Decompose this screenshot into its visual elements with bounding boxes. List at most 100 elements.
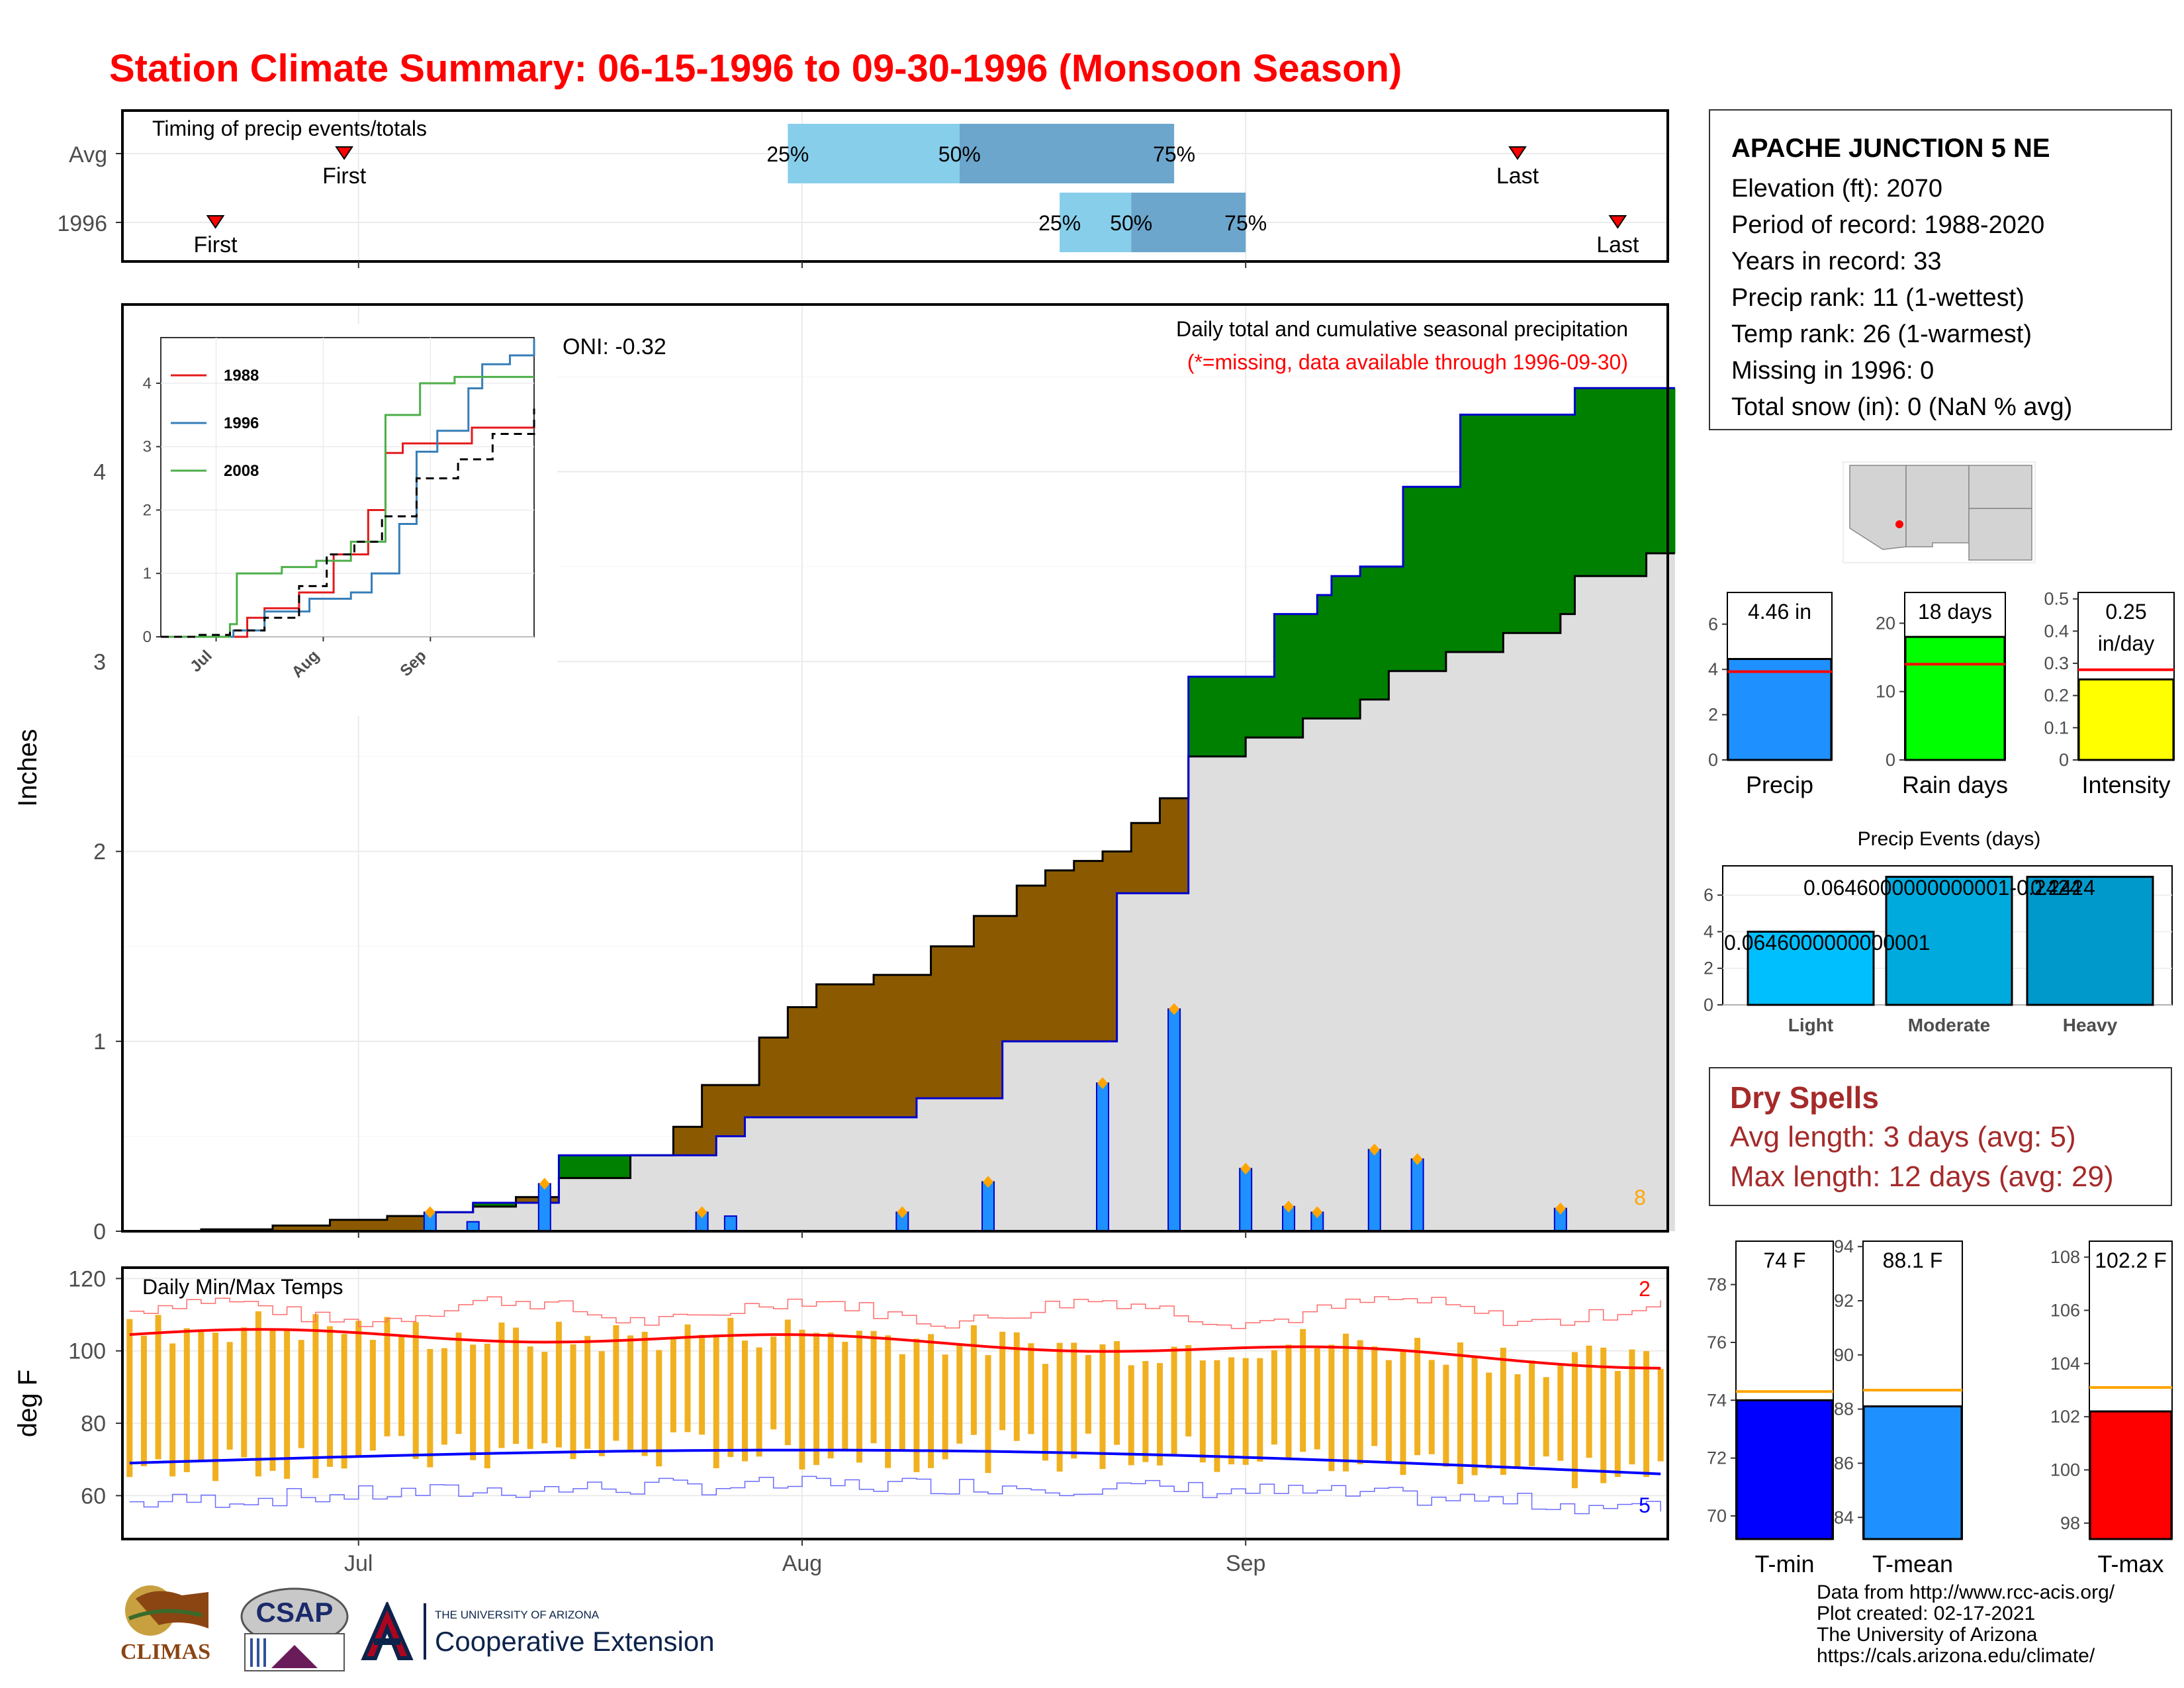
temp-y-tick-label: 120 <box>68 1266 106 1291</box>
precip-y-tick-label: 0 <box>93 1219 106 1244</box>
precip-surplus-band <box>1274 614 1289 738</box>
events-bar <box>2026 876 2154 1006</box>
precip-y-axis-label: Inches <box>13 729 42 807</box>
temp-daily-range-bar <box>1099 1344 1106 1470</box>
temp-daily-range-bar <box>1300 1329 1306 1452</box>
temp-daily-range-bar <box>713 1335 719 1469</box>
temp-daily-range-bar <box>1128 1365 1134 1466</box>
temp-daily-range-bar <box>1414 1337 1421 1456</box>
precip-deficit-band <box>988 915 1003 1099</box>
precip-deficit-band <box>959 946 975 1099</box>
inset-legend-label: 2008 <box>224 462 259 480</box>
precip-deficit-band <box>1030 885 1046 1042</box>
precip-y-tick-label: 4 <box>93 459 106 485</box>
precip-surplus-band <box>1475 414 1490 652</box>
summary-bar-value-label: 74 F <box>1763 1248 1805 1272</box>
temp-daily-range-bar <box>1629 1349 1635 1465</box>
precip-deficit-band <box>301 1225 316 1231</box>
precip-annotation-missing: (*=missing, data available through 1996-… <box>1187 350 1628 374</box>
summary-bar-value-label: 4.46 in <box>1748 600 1811 624</box>
summary-y-tick-label: 84 <box>1834 1507 1854 1527</box>
precip-deficit-band <box>902 974 917 1117</box>
precip-daily-bar <box>1410 1158 1424 1233</box>
temp-daily-range-bar <box>928 1334 934 1468</box>
summary-y-tick-label: 104 <box>2050 1354 2080 1374</box>
timing-q75-label: 75% <box>1224 211 1267 235</box>
inset-y-tick-label: 3 <box>143 438 152 456</box>
precip-surplus-band <box>1631 388 1647 577</box>
locator-map-arizona <box>1849 465 1907 550</box>
events-y-tick-label: 0 <box>1704 995 1713 1015</box>
dry-spells-max: Max length: 12 days (avg: 29) <box>1730 1160 2114 1193</box>
precip-surplus-band <box>1603 388 1618 577</box>
temp-daily-range-bar <box>341 1334 347 1469</box>
precip-surplus-band <box>1188 677 1203 757</box>
summary-bar-value-label: 102.2 F <box>2095 1248 2167 1272</box>
summary-y-tick-label: 0.4 <box>2044 621 2069 641</box>
precip-surplus-band <box>1517 414 1533 633</box>
events-y-tick-label: 6 <box>1704 885 1713 905</box>
temp-y-tick-label: 100 <box>68 1339 106 1364</box>
temp-daily-range-bar <box>1529 1360 1535 1466</box>
events-light-label: 0.0646000000000001 <box>1724 931 1930 955</box>
precip-daily-bar <box>1367 1149 1381 1233</box>
precip-deficit-band <box>358 1219 373 1231</box>
precip-daily-bar <box>981 1181 995 1232</box>
temp-daily-range-bar <box>226 1342 233 1450</box>
precip-deficit-band <box>1116 851 1132 894</box>
ua-logo: THE UNIVERSITY OF ARIZONA Cooperative Ex… <box>361 1602 745 1668</box>
precip-surplus-band <box>1388 566 1404 671</box>
precip-y-tick-label: 3 <box>93 649 106 675</box>
temp-daily-range-bar <box>1443 1364 1449 1467</box>
summary-y-tick-label: 98 <box>2060 1513 2080 1533</box>
temp-x-tick-label: Sep <box>1226 1551 1266 1576</box>
summary-y-tick-label: 0.1 <box>2044 718 2069 737</box>
temp-daily-range-bar <box>527 1346 533 1449</box>
precip-surplus-band <box>473 1202 488 1207</box>
summary-y-tick-label: 0 <box>2059 750 2069 770</box>
precip-surplus-band <box>1531 414 1547 633</box>
precip-deficit-band <box>1174 798 1189 894</box>
temp-daily-range-bar <box>1257 1358 1263 1462</box>
locator-map-texas <box>1968 508 2032 561</box>
temp-daily-range-bar <box>1471 1356 1478 1476</box>
temp-daily-range-bar <box>484 1343 490 1469</box>
summary-bar-value <box>2089 1410 2173 1540</box>
summary-bar-category-label: Rain days <box>1902 771 2008 798</box>
timing-q25-label: 25% <box>1038 211 1081 235</box>
precip-deficit-band <box>344 1219 359 1231</box>
precip-deficit-band <box>530 1197 545 1203</box>
summary-bar-value <box>1862 1405 1963 1540</box>
precip-deficit-band <box>916 974 932 1099</box>
temp-avg-min-line <box>129 1448 1661 1476</box>
temp-daily-range-bar <box>427 1348 433 1468</box>
precip-deficit-band <box>759 1037 774 1117</box>
precip-surplus-band <box>1216 677 1232 757</box>
temp-daily-range-bar <box>999 1331 1006 1430</box>
station-temp-rank: Temp rank: 26 (1-warmest) <box>1731 320 2032 348</box>
inset-legend-label: 1996 <box>224 414 259 432</box>
summary-bar-value <box>1904 635 2006 761</box>
temp-daily-range-bar <box>1042 1364 1049 1461</box>
precip-deficit-band <box>773 1037 788 1117</box>
summary-bar-value-label: 0.25 <box>2105 600 2146 624</box>
summary-bar-category-label: T-mean <box>1872 1550 1953 1577</box>
precip-surplus-band <box>1417 487 1432 671</box>
temp-daily-range-bar <box>1500 1347 1506 1476</box>
precip-deficit-band <box>1045 870 1060 1042</box>
temp-daily-range-bar <box>470 1344 477 1460</box>
temp-y-tick-label: 60 <box>81 1483 106 1509</box>
temp-daily-range-bar <box>842 1342 848 1450</box>
temp-daily-range-bar <box>827 1332 834 1459</box>
credit-plot-created: Plot created: 02-17-2021 <box>1817 1603 2036 1624</box>
summary-bar-category-label: T-min <box>1755 1550 1815 1577</box>
precip-base-area <box>129 553 1675 1231</box>
precip-deficit-band <box>801 1007 817 1117</box>
summary-y-tick-label: 2 <box>1708 705 1718 725</box>
precip-daily-marker <box>897 1206 908 1219</box>
precip-deficit-band <box>315 1225 331 1231</box>
summary-y-tick-label: 0.3 <box>2044 653 2069 673</box>
precip-daily-bar <box>1239 1168 1253 1233</box>
summary-bar-value <box>1735 1399 1834 1540</box>
dry-spells-title: Dry Spells <box>1730 1080 1879 1115</box>
